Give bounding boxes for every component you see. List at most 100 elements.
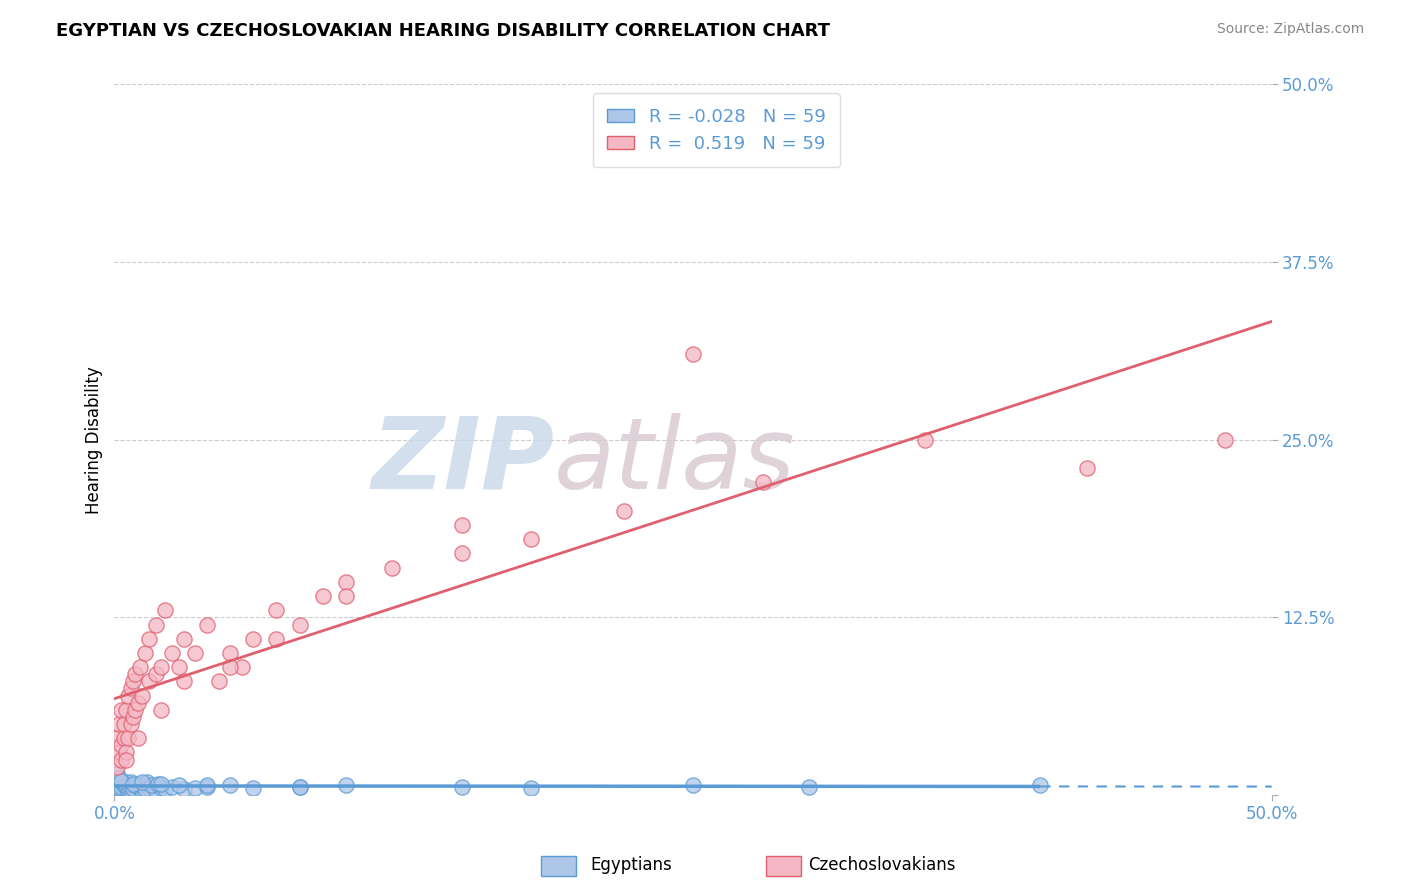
- Text: Czechoslovakians: Czechoslovakians: [808, 856, 956, 874]
- Text: Egyptians: Egyptians: [591, 856, 672, 874]
- Point: [138, 674, 160, 689]
- Point: [124, 667, 146, 681]
- Point: [173, 674, 195, 689]
- Point: [288, 617, 311, 632]
- Point: [115, 775, 138, 789]
- Point: [105, 777, 128, 791]
- Point: [134, 646, 156, 660]
- Point: [138, 780, 160, 795]
- Point: [1215, 433, 1237, 447]
- Point: [195, 617, 218, 632]
- Point: [108, 784, 131, 798]
- Point: [145, 667, 167, 681]
- Point: [1076, 461, 1098, 475]
- Point: [288, 780, 311, 794]
- Y-axis label: Hearing Disability: Hearing Disability: [86, 366, 103, 514]
- Point: [184, 646, 207, 660]
- Point: [231, 660, 253, 674]
- Point: [117, 731, 139, 746]
- Point: [117, 777, 139, 791]
- Point: [135, 775, 157, 789]
- Point: [335, 589, 357, 603]
- Point: [312, 589, 335, 603]
- Point: [450, 780, 472, 794]
- Point: [173, 782, 195, 797]
- Point: [266, 632, 288, 646]
- Point: [124, 703, 146, 717]
- Point: [120, 717, 142, 731]
- Point: [149, 777, 172, 791]
- Point: [145, 784, 167, 798]
- Point: [112, 784, 135, 798]
- Point: [148, 777, 170, 791]
- Point: [115, 746, 138, 760]
- Point: [122, 777, 145, 791]
- Point: [127, 780, 149, 794]
- Point: [110, 782, 132, 797]
- Point: [450, 518, 472, 533]
- Point: [155, 603, 177, 617]
- Point: [1029, 778, 1052, 792]
- Point: [105, 780, 128, 795]
- Point: [117, 784, 139, 798]
- Text: EGYPTIAN VS CZECHOSLOVAKIAN HEARING DISABILITY CORRELATION CHART: EGYPTIAN VS CZECHOSLOVAKIAN HEARING DISA…: [56, 22, 830, 40]
- Point: [112, 777, 135, 791]
- Point: [120, 780, 142, 795]
- Point: [134, 782, 156, 797]
- Point: [110, 739, 132, 753]
- Point: [797, 780, 820, 794]
- Point: [110, 778, 132, 792]
- Point: [127, 696, 149, 710]
- Point: [149, 703, 172, 717]
- Point: [682, 347, 704, 361]
- Point: [110, 752, 132, 766]
- Point: [520, 780, 543, 795]
- Point: [195, 780, 218, 794]
- Point: [242, 780, 264, 795]
- Point: [195, 778, 218, 792]
- Text: Source: ZipAtlas.com: Source: ZipAtlas.com: [1216, 22, 1364, 37]
- Point: [124, 780, 146, 795]
- Point: [219, 660, 242, 674]
- Point: [110, 703, 132, 717]
- Point: [122, 674, 145, 689]
- Point: [138, 632, 160, 646]
- Point: [162, 780, 184, 794]
- Point: [117, 782, 139, 797]
- Point: [122, 710, 145, 724]
- Point: [613, 504, 636, 518]
- Point: [184, 780, 207, 795]
- Point: [128, 777, 150, 791]
- Point: [105, 731, 128, 746]
- Point: [173, 632, 195, 646]
- Point: [751, 475, 773, 490]
- Point: [105, 766, 128, 780]
- Point: [149, 780, 172, 795]
- Point: [450, 546, 472, 560]
- Text: ZIP: ZIP: [371, 413, 554, 509]
- Point: [112, 717, 135, 731]
- Point: [115, 703, 138, 717]
- Point: [108, 717, 131, 731]
- Point: [242, 632, 264, 646]
- Point: [520, 533, 543, 547]
- Point: [381, 560, 404, 574]
- Point: [110, 773, 132, 788]
- Point: [120, 784, 142, 798]
- Point: [131, 775, 153, 789]
- Point: [149, 660, 172, 674]
- Point: [115, 782, 138, 797]
- Point: [120, 775, 142, 789]
- Point: [145, 617, 167, 632]
- Point: [105, 759, 128, 773]
- Point: [117, 689, 139, 703]
- Point: [162, 646, 184, 660]
- Point: [167, 660, 190, 674]
- Point: [207, 674, 229, 689]
- Point: [131, 689, 153, 703]
- Point: [914, 433, 936, 447]
- Point: [108, 780, 131, 794]
- Point: [219, 778, 242, 792]
- Point: [167, 778, 190, 792]
- Point: [124, 778, 146, 792]
